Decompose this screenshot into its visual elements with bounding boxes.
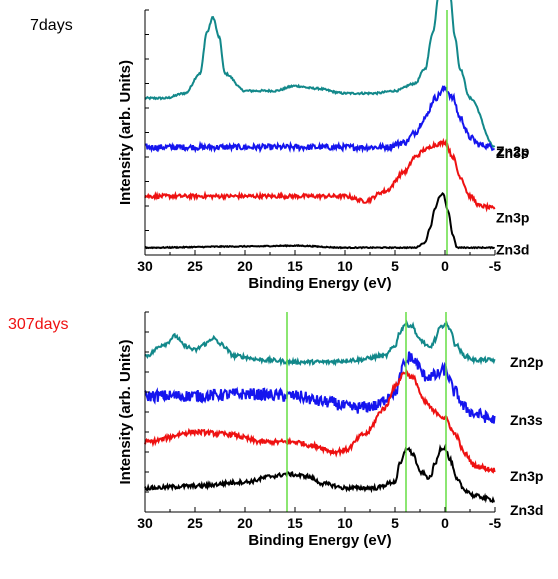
x-tick-label: 30: [137, 258, 153, 274]
series-line-zn2p: [144, 0, 496, 148]
series-line-zn3d: [144, 191, 495, 250]
chart-panel-2: 307days Zn2p Zn3s Zn3p Zn3d 30 25 20 15 10 5 0 -5 Bin…: [8, 311, 543, 549]
series-label-zn2p: Zn2p: [510, 354, 543, 370]
series-line-zn2p: [144, 319, 496, 367]
x-tick-label: 20: [237, 515, 253, 531]
series-label-zn2p: Zn2p: [496, 143, 529, 159]
panel-label: 7days: [30, 17, 73, 34]
x-tick-label: 25: [187, 258, 203, 274]
x-tick-label: -5: [489, 515, 502, 531]
x-tick-label: 5: [391, 515, 399, 531]
x-tick-label: 5: [391, 258, 399, 274]
x-tick-label: 15: [287, 258, 303, 274]
y-axis-title: Intensity (arb. Units): [117, 60, 134, 205]
x-axis-title: Binding Energy (eV): [248, 275, 391, 292]
x-tick-label: 20: [237, 258, 253, 274]
series-label-zn3p: Zn3p: [496, 209, 529, 225]
series-line-zn3p: [144, 137, 496, 213]
series-line-zn3s: [144, 351, 496, 424]
x-tick-label: 10: [337, 515, 353, 531]
series-label-zn3p: Zn3p: [510, 468, 543, 484]
x-tick-label: -5: [489, 258, 502, 274]
series-line-zn3p: [144, 369, 496, 474]
series-label-zn3s: Zn3s: [496, 145, 529, 161]
y-axis-title: Intensity (arb. Units): [117, 339, 134, 484]
x-tick-label: 30: [137, 515, 153, 531]
x-tick-label: 25: [187, 515, 203, 531]
x-tick-label: 10: [337, 258, 353, 274]
panel-label: 307days: [8, 316, 69, 333]
series-line-zn3s: [144, 84, 495, 154]
series-label-zn3d: Zn3d: [510, 502, 543, 518]
x-tick-label: 0: [441, 258, 449, 274]
x-tick-label: 15: [287, 515, 303, 531]
series-label-zn3s: Zn3s: [510, 412, 543, 428]
x-tick-label: 0: [441, 515, 449, 531]
series-label-zn3d: Zn3d: [496, 242, 529, 258]
series-line-zn3d: [144, 443, 496, 504]
x-axis-title: Binding Energy (eV): [248, 532, 391, 549]
